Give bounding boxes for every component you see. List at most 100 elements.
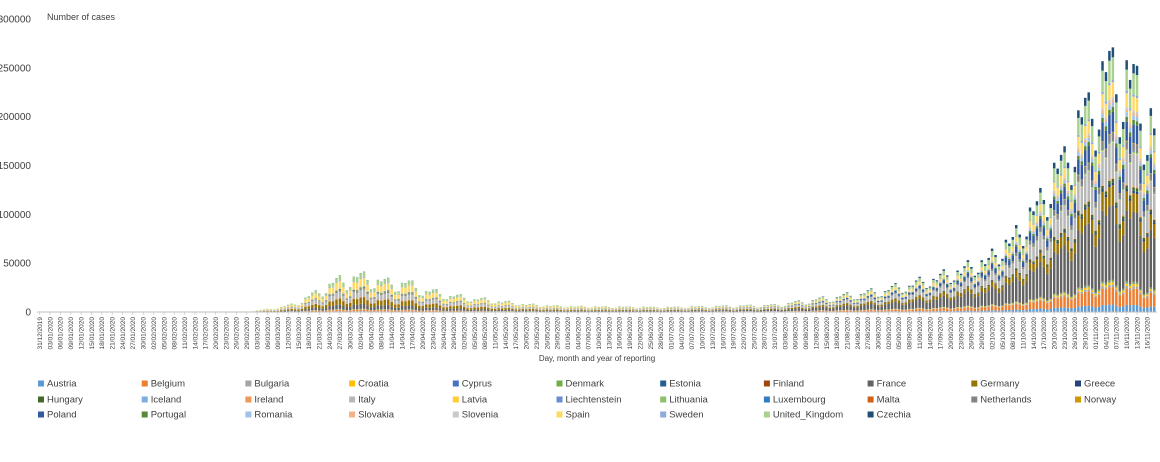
bar-segment-italy xyxy=(618,309,620,310)
bar-segment-portugal xyxy=(1046,239,1048,241)
bar-segment-italy xyxy=(780,309,782,310)
bar-segment-sweden xyxy=(363,277,365,278)
bar-segment-netherlands xyxy=(994,273,996,275)
bar-segment-germany xyxy=(501,309,503,310)
bar-segment-italy xyxy=(449,303,451,305)
bar-segment-belgium xyxy=(1029,302,1031,309)
bar-segment-ireland xyxy=(335,299,337,300)
bar-segment-germany xyxy=(408,301,410,306)
bar-segment-netherlands xyxy=(981,277,983,278)
bar-day-276 xyxy=(991,249,993,312)
bar-segment-poland xyxy=(1046,240,1048,247)
bar-segment-italy xyxy=(949,294,951,298)
bar-day-243 xyxy=(877,297,879,312)
bar-segment-portugal xyxy=(894,290,896,291)
bar-segment-united_kingdom xyxy=(870,289,872,291)
bar-segment-spain xyxy=(815,301,817,302)
bar-day-104 xyxy=(397,291,399,312)
bar-segment-italy xyxy=(459,302,461,305)
bar-segment-italy xyxy=(560,309,562,310)
bar-segment-czechia xyxy=(898,288,900,289)
bar-segment-netherlands xyxy=(377,293,379,294)
bar-segment-italy xyxy=(535,308,537,309)
bar-segment-italy xyxy=(546,308,548,309)
bar-segment-germany xyxy=(784,309,786,310)
bar-day-209 xyxy=(760,307,762,312)
bar-segment-belgium xyxy=(984,308,986,311)
bar-segment-france xyxy=(763,310,765,311)
bar-day-105 xyxy=(401,283,403,312)
bar-day-173 xyxy=(635,308,637,312)
bar-segment-germany xyxy=(946,295,948,298)
bar-segment-germany xyxy=(791,308,793,309)
bar-segment-sweden xyxy=(1060,174,1062,175)
bar-segment-belgium xyxy=(970,308,972,311)
bar-segment-netherlands xyxy=(977,285,979,286)
bar-segment-italy xyxy=(711,309,713,310)
bar-segment-belgium xyxy=(366,310,368,311)
bar-segment-slovenia xyxy=(1036,222,1038,223)
bar-segment-united_kingdom xyxy=(770,305,772,306)
bar-segment-italy xyxy=(366,294,368,299)
bar-segment-slovakia xyxy=(1060,186,1062,187)
bar-segment-italy xyxy=(342,296,344,301)
bar-segment-slovakia xyxy=(1012,252,1014,253)
bar-segment-greece xyxy=(1029,261,1031,262)
bar-segment-france xyxy=(325,308,327,310)
bar-segment-portugal xyxy=(380,293,382,294)
bar-segment-united_kingdom xyxy=(680,308,682,309)
bar-segment-belgium xyxy=(335,310,337,311)
bar-segment-germany xyxy=(936,297,938,300)
bar-segment-hungary xyxy=(998,288,1000,289)
bar-segment-romania xyxy=(953,287,955,288)
bar-segment-italy xyxy=(359,291,361,297)
bar-segment-italy xyxy=(466,306,468,308)
bar-segment-bulgaria xyxy=(1025,304,1027,305)
bar-segment-italy xyxy=(653,309,655,310)
bar-segment-italy xyxy=(974,289,976,294)
bar-segment-portugal xyxy=(953,288,955,289)
bar-segment-portugal xyxy=(352,290,354,291)
bar-day-87 xyxy=(339,275,341,312)
bar-segment-italy xyxy=(297,308,299,309)
bar-segment-spain xyxy=(718,307,720,308)
bar-segment-poland xyxy=(818,302,820,303)
bar-segment-romania xyxy=(949,289,951,290)
bar-segment-spain xyxy=(780,308,782,309)
bar-segment-germany xyxy=(646,310,648,311)
bar-segment-italy xyxy=(746,308,748,309)
bar-segment-netherlands xyxy=(929,295,931,296)
bar-segment-france xyxy=(984,293,986,306)
bar-segment-netherlands xyxy=(946,287,948,288)
bar-segment-portugal xyxy=(1001,271,1003,272)
bar-segment-spain xyxy=(756,308,758,309)
bar-segment-ireland xyxy=(1050,257,1052,258)
bar-segment-united_kingdom xyxy=(615,308,617,309)
bar-segment-hungary xyxy=(1022,279,1024,280)
bar-segment-hungary xyxy=(1025,274,1027,275)
bar-segment-spain xyxy=(884,294,886,296)
bar-segment-netherlands xyxy=(404,295,406,296)
bar-segment-italy xyxy=(646,309,648,310)
bar-segment-italy xyxy=(1053,217,1055,237)
bar-segment-spain xyxy=(470,303,472,305)
bar-segment-belgium xyxy=(822,311,824,312)
bar-segment-italy xyxy=(508,306,510,308)
bar-segment-romania xyxy=(977,281,979,282)
bar-day-85 xyxy=(332,283,334,312)
bar-segment-bulgaria xyxy=(1056,297,1058,298)
bar-segment-ireland xyxy=(401,301,403,302)
bar-day-126 xyxy=(473,299,475,312)
bar-day-93 xyxy=(359,273,361,312)
bar-segment-spain xyxy=(304,300,306,303)
bar-segment-greece xyxy=(1050,259,1052,260)
bar-segment-belgium xyxy=(352,310,354,311)
bar-segment-spain xyxy=(798,302,800,303)
bar-day-200 xyxy=(729,307,731,312)
bar-segment-united_kingdom xyxy=(539,307,541,308)
bar-segment-hungary xyxy=(1001,285,1003,286)
bar-segment-france xyxy=(642,311,644,312)
bar-day-255 xyxy=(918,277,920,312)
bar-segment-ireland xyxy=(1063,228,1065,229)
bar-segment-czechia xyxy=(901,293,903,294)
